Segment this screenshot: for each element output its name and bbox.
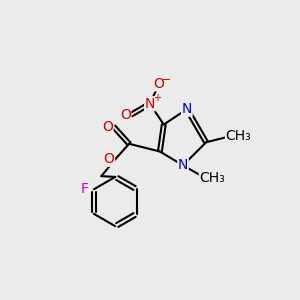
Text: N: N (178, 158, 188, 172)
Text: O: O (120, 107, 131, 122)
Text: CH₃: CH₃ (226, 129, 251, 143)
Text: CH₃: CH₃ (200, 171, 225, 185)
Text: O: O (104, 152, 115, 166)
Text: N: N (145, 97, 155, 111)
Text: +: + (153, 93, 161, 103)
Text: −: − (161, 75, 171, 85)
Text: O: O (102, 120, 113, 134)
Text: O: O (154, 77, 165, 91)
Text: N: N (182, 102, 192, 116)
Text: F: F (81, 182, 89, 196)
